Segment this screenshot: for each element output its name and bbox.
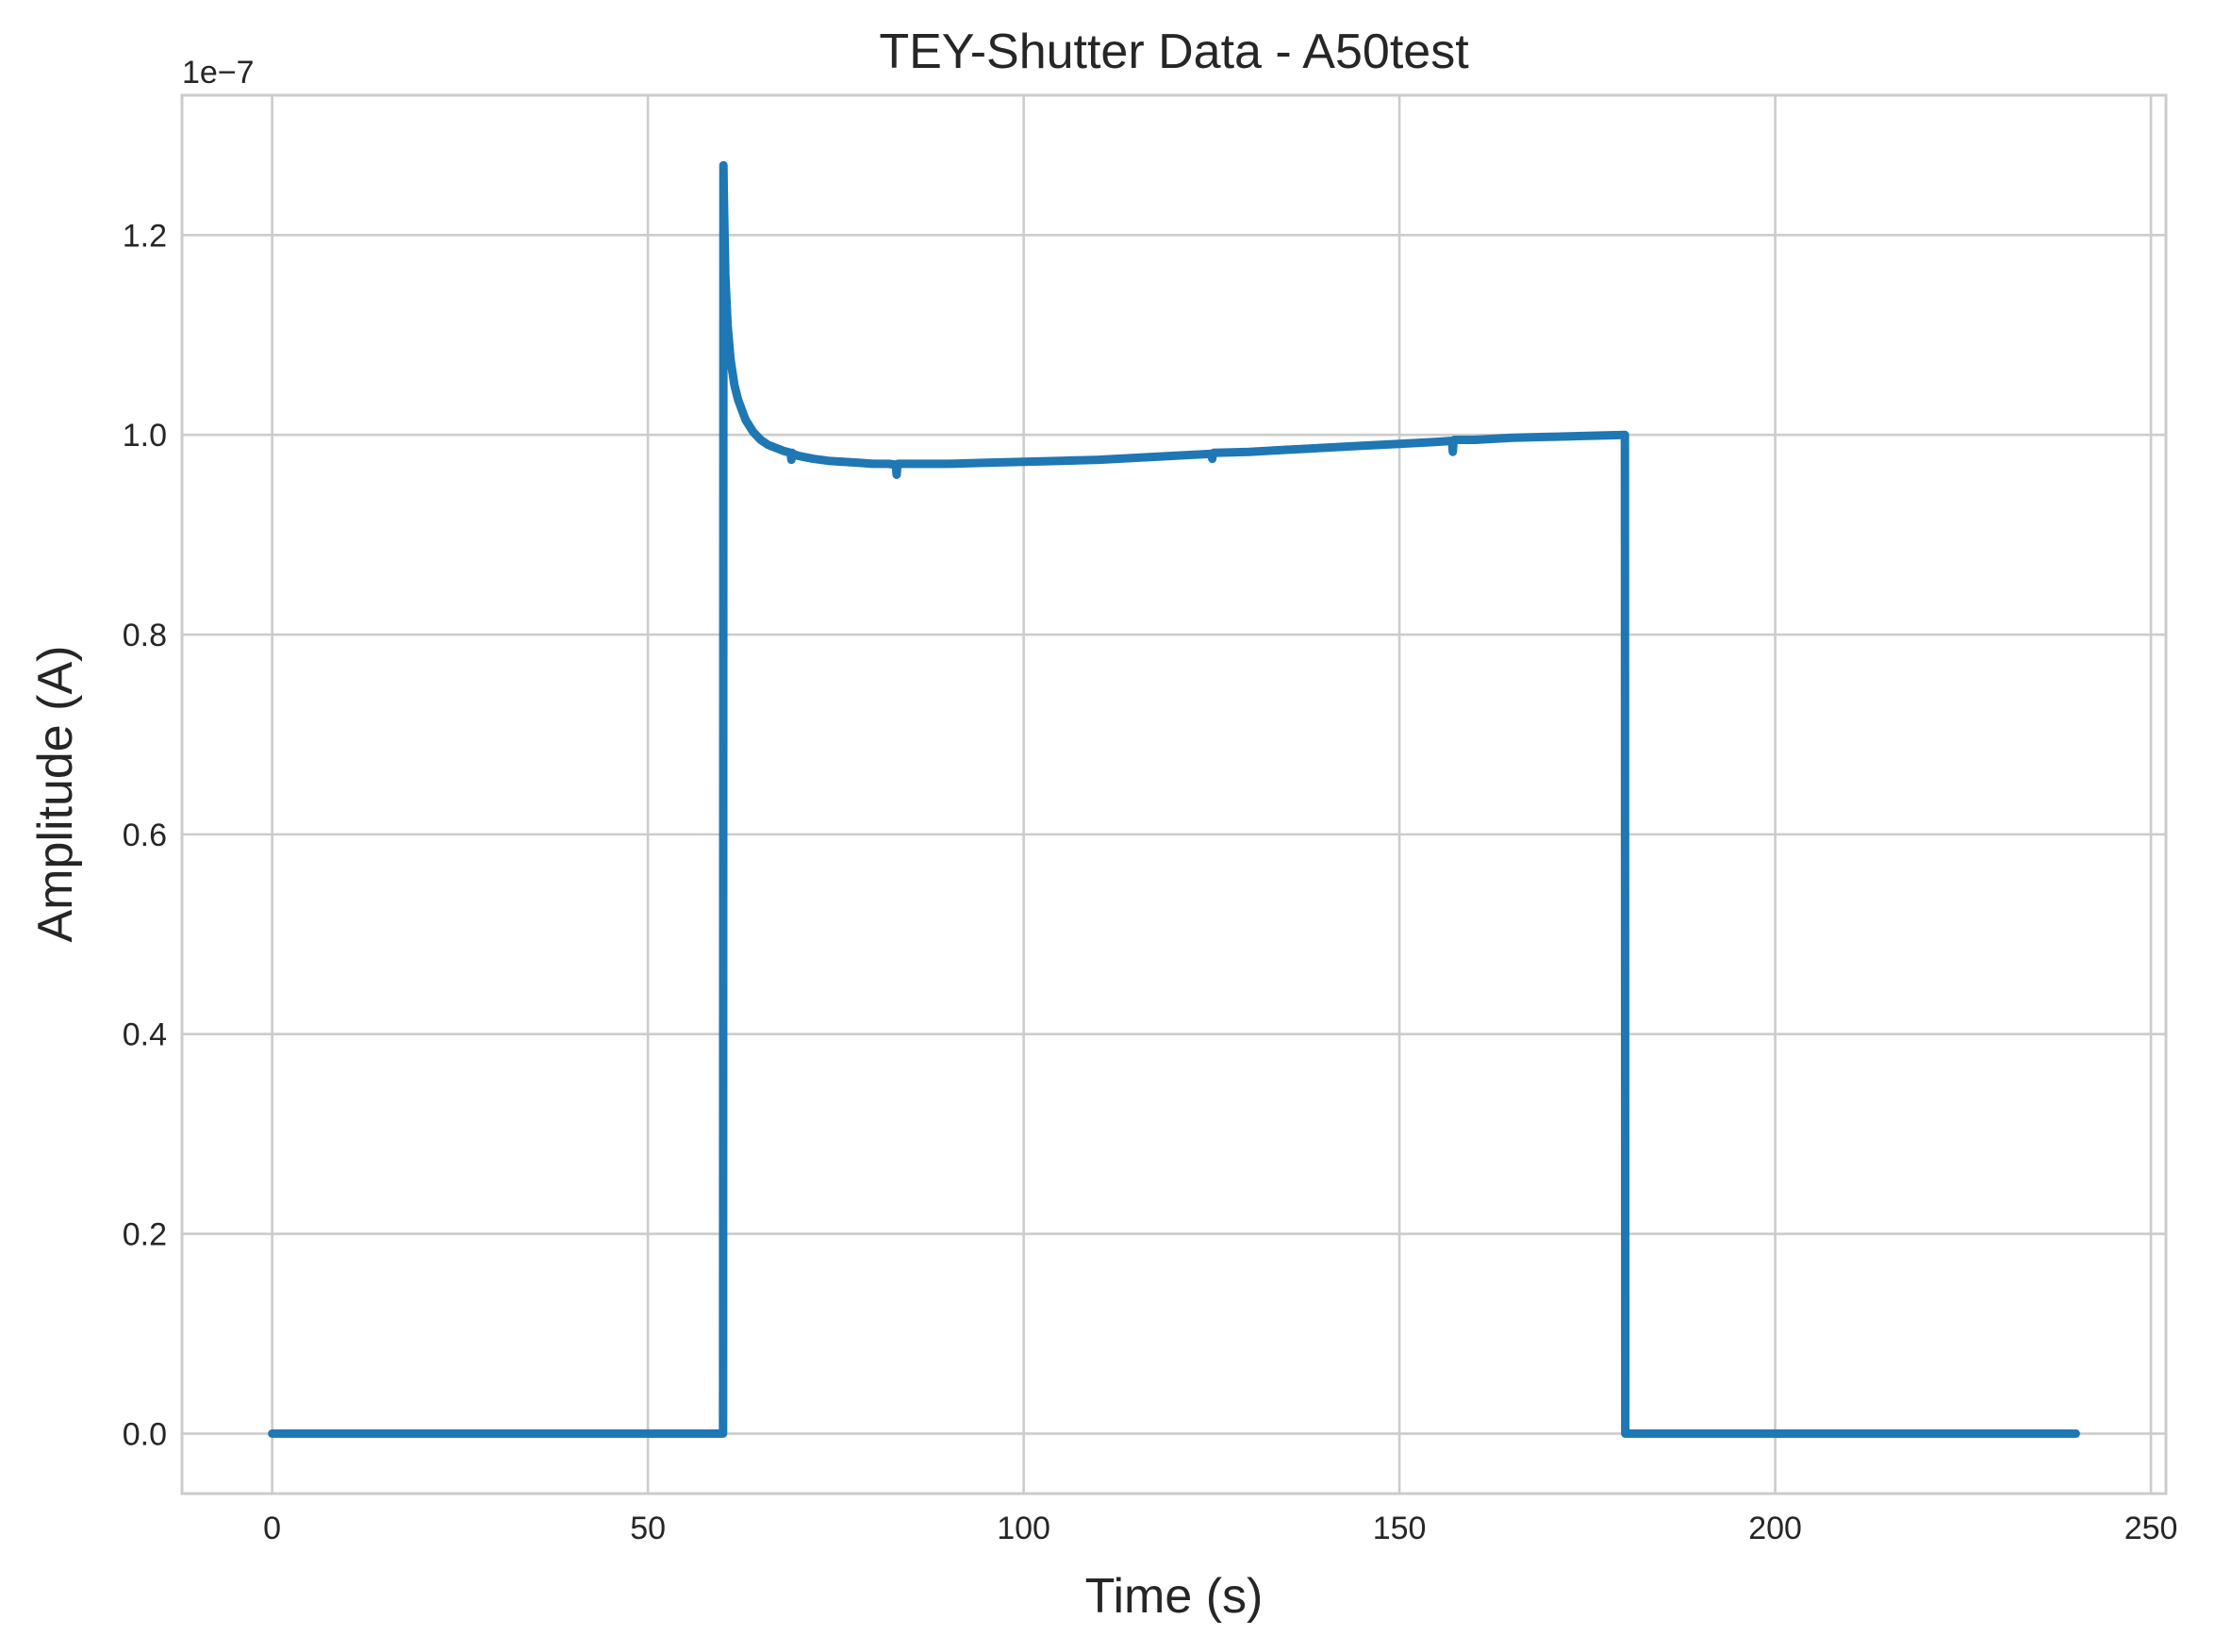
- y-axis-offset-label: 1e−7: [182, 55, 255, 91]
- x-tick-label: 200: [1748, 1511, 1802, 1546]
- y-tick-label: 0.4: [123, 1017, 167, 1053]
- series-line-0: [268, 160, 2080, 1438]
- x-axis-label: Time (s): [1085, 1569, 1264, 1624]
- y-tick-label: 0.0: [123, 1416, 167, 1452]
- grid-layer: [182, 95, 2166, 1494]
- y-axis-label: Amplitude (A): [28, 646, 83, 943]
- y-tick-label: 0.6: [123, 818, 167, 853]
- tick-label-layer: 0 50 100 150 200 250 0.0 0.2 0.4 0.6 0.8 1.0 1.2: [123, 218, 2178, 1546]
- y-tick-label: 1.0: [123, 418, 167, 454]
- x-tick-label: 100: [997, 1511, 1050, 1546]
- y-tick-label: 1.2: [123, 218, 167, 254]
- series-layer: [268, 160, 2080, 1438]
- x-tick-label: 0: [263, 1511, 281, 1546]
- y-tick-label: 0.2: [123, 1217, 167, 1253]
- plot-frame: [180, 93, 2168, 1495]
- x-tick-label: 250: [2124, 1511, 2178, 1546]
- x-tick-label: 50: [630, 1511, 666, 1546]
- x-tick-label: 150: [1373, 1511, 1427, 1546]
- chart-title: TEY-Shutter Data - A50test: [879, 25, 1469, 79]
- y-tick-label: 0.8: [123, 618, 167, 653]
